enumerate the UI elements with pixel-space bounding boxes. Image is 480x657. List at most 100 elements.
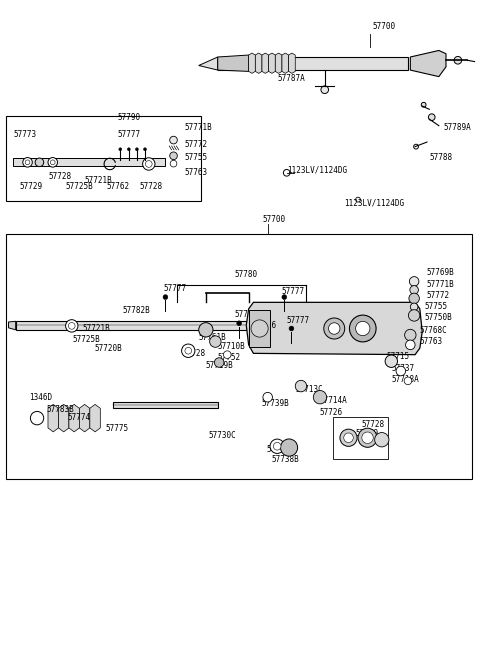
Ellipse shape [170,136,177,144]
Text: 57755: 57755 [184,152,207,162]
Ellipse shape [181,344,195,357]
Text: 57777: 57777 [118,130,141,139]
Text: 57725B: 57725B [66,182,93,191]
Text: 57720B: 57720B [94,344,122,353]
Ellipse shape [289,326,294,331]
Text: 57771B: 57771B [427,281,455,289]
Ellipse shape [283,170,290,176]
Ellipse shape [356,321,370,336]
Text: 57763: 57763 [420,337,443,346]
Ellipse shape [170,152,177,160]
Ellipse shape [25,160,30,165]
Ellipse shape [428,114,435,120]
Text: 57788: 57788 [429,152,453,162]
Text: 57725B: 57725B [72,334,100,344]
Polygon shape [410,51,446,77]
Text: 57777: 57777 [282,287,305,296]
Text: 57714A: 57714A [319,396,347,405]
Text: 57774: 57774 [67,413,90,422]
Polygon shape [79,405,90,432]
Ellipse shape [23,158,32,167]
Ellipse shape [144,148,146,150]
Text: 57737: 57737 [391,364,414,373]
Text: 57762: 57762 [106,182,129,191]
Bar [16,321,253,330]
Text: 57755: 57755 [425,302,448,311]
Text: 57782B: 57782B [123,306,150,315]
Bar [218,57,408,70]
Text: 57790: 57790 [118,114,141,122]
Polygon shape [199,57,218,70]
Polygon shape [90,405,100,432]
Text: 1123LV/1124DG: 1123LV/1124DG [344,198,404,208]
Ellipse shape [405,329,416,341]
Ellipse shape [263,392,273,402]
Ellipse shape [409,277,419,286]
Ellipse shape [410,303,418,311]
Polygon shape [218,55,249,72]
Ellipse shape [414,145,419,149]
Ellipse shape [344,433,353,443]
Polygon shape [276,53,282,74]
Ellipse shape [30,411,44,425]
Text: 57768C: 57768C [420,326,447,335]
Ellipse shape [328,323,340,334]
Text: 57771B: 57771B [184,124,212,132]
Ellipse shape [295,380,307,392]
Text: 57730C: 57730C [208,431,236,440]
Text: 57772: 57772 [427,291,450,300]
Ellipse shape [356,197,360,202]
Ellipse shape [48,158,58,167]
Text: 57789A: 57789A [444,124,471,132]
Ellipse shape [145,160,152,168]
Text: 57752: 57752 [218,353,241,362]
Text: 1123LV/1124DG: 1123LV/1124DG [287,166,347,175]
Text: 57710B: 57710B [218,342,245,351]
Ellipse shape [127,148,130,150]
Ellipse shape [321,86,328,93]
Ellipse shape [66,320,78,332]
Ellipse shape [362,432,373,443]
Polygon shape [269,53,276,74]
Text: 57728: 57728 [48,171,71,181]
Ellipse shape [409,293,420,304]
Ellipse shape [454,57,462,64]
Text: 57777: 57777 [287,316,310,325]
Ellipse shape [237,321,241,326]
Text: 57721B: 57721B [82,324,110,333]
Ellipse shape [340,429,357,446]
Text: 57700: 57700 [372,22,396,31]
Bar [333,417,388,459]
Text: 57719B: 57719B [206,361,234,370]
Polygon shape [59,405,69,432]
Text: 57739B: 57739B [262,399,290,408]
Ellipse shape [280,439,298,456]
Text: 57775: 57775 [105,424,128,433]
Text: 57777: 57777 [234,309,257,319]
Text: 57721B: 57721B [84,175,112,185]
Ellipse shape [385,355,397,367]
Ellipse shape [163,295,168,300]
Text: 57769B: 57769B [427,269,455,277]
Ellipse shape [135,148,138,150]
Ellipse shape [406,340,415,350]
Polygon shape [282,53,288,74]
Text: 57773: 57773 [267,445,290,454]
Text: 57772: 57772 [184,139,207,148]
Text: 57763: 57763 [184,168,207,177]
Ellipse shape [119,148,122,150]
Ellipse shape [375,432,389,447]
Ellipse shape [50,160,55,165]
Ellipse shape [210,336,221,348]
Bar [249,309,270,348]
Ellipse shape [282,295,287,300]
Ellipse shape [404,377,412,384]
Text: 57700: 57700 [263,215,286,224]
Ellipse shape [274,442,281,450]
Ellipse shape [313,390,326,404]
Polygon shape [69,405,79,432]
Ellipse shape [199,323,213,337]
Text: 1346D: 1346D [29,393,52,402]
Ellipse shape [69,323,75,329]
Ellipse shape [170,160,177,167]
